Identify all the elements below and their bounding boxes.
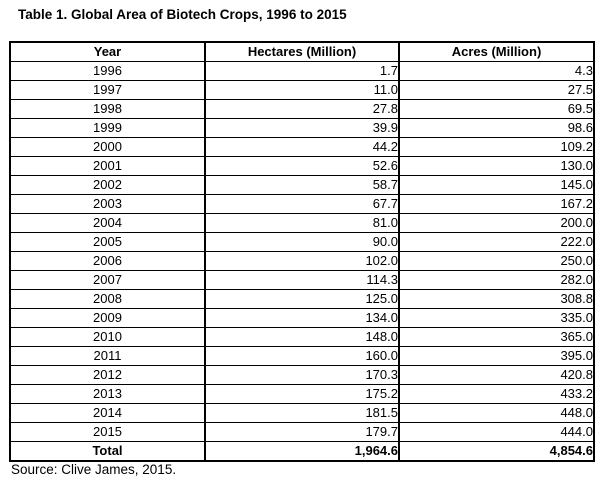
acres-cell: 222.0 (398, 232, 595, 252)
acres-cell: 145.0 (398, 175, 595, 195)
hectares-cell: 102.0 (204, 251, 400, 271)
table-header: Year Hectares (Million) Acres (Million) (9, 41, 595, 62)
source-note: Source: Clive James, 2015. (11, 462, 177, 477)
table-row: 2003 67.7 167.2 (9, 194, 595, 214)
hectares-cell: 175.2 (204, 384, 400, 404)
year-cell: 1999 (9, 118, 206, 138)
table-row: 1997 11.0 27.5 (9, 80, 595, 100)
page-title: Table 1. Global Area of Biotech Crops, 1… (18, 7, 347, 22)
hectares-cell: 58.7 (204, 175, 400, 195)
hectares-cell: 39.9 (204, 118, 400, 138)
year-cell: 2014 (9, 403, 206, 423)
acres-cell: 335.0 (398, 308, 595, 328)
total-label-cell: Total (9, 441, 206, 462)
hectares-cell: 170.3 (204, 365, 400, 385)
hectares-cell: 181.5 (204, 403, 400, 423)
hectares-cell: 148.0 (204, 327, 400, 347)
table-row: 2004 81.0 200.0 (9, 213, 595, 233)
acres-cell: 250.0 (398, 251, 595, 271)
table-row: 2005 90.0 222.0 (9, 232, 595, 252)
year-cell: 1998 (9, 99, 206, 119)
table-row: 1999 39.9 98.6 (9, 118, 595, 138)
year-cell: 2003 (9, 194, 206, 214)
acres-cell: 282.0 (398, 270, 595, 290)
hectares-cell: 67.7 (204, 194, 400, 214)
acres-cell: 444.0 (398, 422, 595, 442)
hectares-cell: 114.3 (204, 270, 400, 290)
total-acres-cell: 4,854.6 (398, 441, 595, 462)
year-cell: 2009 (9, 308, 206, 328)
column-header-hectares: Hectares (Million) (204, 41, 400, 62)
table-row: 2015 179.7 444.0 (9, 422, 595, 442)
acres-cell: 69.5 (398, 99, 595, 119)
acres-cell: 395.0 (398, 346, 595, 366)
table-row: 2012 170.3 420.8 (9, 365, 595, 385)
year-cell: 2015 (9, 422, 206, 442)
total-hectares-cell: 1,964.6 (204, 441, 400, 462)
year-cell: 2008 (9, 289, 206, 309)
table-row: 2013 175.2 433.2 (9, 384, 595, 404)
year-cell: 2005 (9, 232, 206, 252)
table-row: 2007 114.3 282.0 (9, 270, 595, 290)
hectares-cell: 27.8 (204, 99, 400, 119)
hectares-cell: 81.0 (204, 213, 400, 233)
acres-cell: 167.2 (398, 194, 595, 214)
year-cell: 2007 (9, 270, 206, 290)
hectares-cell: 11.0 (204, 80, 400, 100)
table-row: 1996 1.7 4.3 (9, 61, 595, 81)
acres-cell: 200.0 (398, 213, 595, 233)
year-cell: 1997 (9, 80, 206, 100)
hectares-cell: 52.6 (204, 156, 400, 176)
hectares-cell: 134.0 (204, 308, 400, 328)
acres-cell: 448.0 (398, 403, 595, 423)
hectares-cell: 125.0 (204, 289, 400, 309)
table-row: 2000 44.2 109.2 (9, 137, 595, 157)
table-body: 1996 1.7 4.3 1997 11.0 27.5 1998 27.8 69.5 1999 39… (9, 61, 595, 442)
acres-cell: 420.8 (398, 365, 595, 385)
column-header-acres: Acres (Million) (398, 41, 595, 62)
year-cell: 2011 (9, 346, 206, 366)
hectares-cell: 179.7 (204, 422, 400, 442)
table-row: 2001 52.6 130.0 (9, 156, 595, 176)
year-cell: 2013 (9, 384, 206, 404)
acres-cell: 109.2 (398, 137, 595, 157)
acres-cell: 27.5 (398, 80, 595, 100)
acres-cell: 365.0 (398, 327, 595, 347)
biotech-crops-table: Year Hectares (Million) Acres (Million) … (9, 41, 595, 462)
header-row: Year Hectares (Million) Acres (Million) (9, 41, 595, 62)
acres-cell: 433.2 (398, 384, 595, 404)
acres-cell: 130.0 (398, 156, 595, 176)
table-row: 2011 160.0 395.0 (9, 346, 595, 366)
acres-cell: 308.8 (398, 289, 595, 309)
hectares-cell: 160.0 (204, 346, 400, 366)
year-cell: 2001 (9, 156, 206, 176)
column-header-year: Year (9, 41, 206, 62)
table-row: 1998 27.8 69.5 (9, 99, 595, 119)
table-row: 2014 181.5 448.0 (9, 403, 595, 423)
total-row: Total 1,964.6 4,854.6 (9, 441, 595, 462)
acres-cell: 98.6 (398, 118, 595, 138)
table-row: 2010 148.0 365.0 (9, 327, 595, 347)
year-cell: 2002 (9, 175, 206, 195)
acres-cell: 4.3 (398, 61, 595, 81)
table-row: 2002 58.7 145.0 (9, 175, 595, 195)
hectares-cell: 1.7 (204, 61, 400, 81)
table-row: 2009 134.0 335.0 (9, 308, 595, 328)
year-cell: 1996 (9, 61, 206, 81)
year-cell: 2006 (9, 251, 206, 271)
year-cell: 2010 (9, 327, 206, 347)
year-cell: 2004 (9, 213, 206, 233)
hectares-cell: 90.0 (204, 232, 400, 252)
table-row: 2006 102.0 250.0 (9, 251, 595, 271)
hectares-cell: 44.2 (204, 137, 400, 157)
year-cell: 2012 (9, 365, 206, 385)
year-cell: 2000 (9, 137, 206, 157)
table-row: 2008 125.0 308.8 (9, 289, 595, 309)
